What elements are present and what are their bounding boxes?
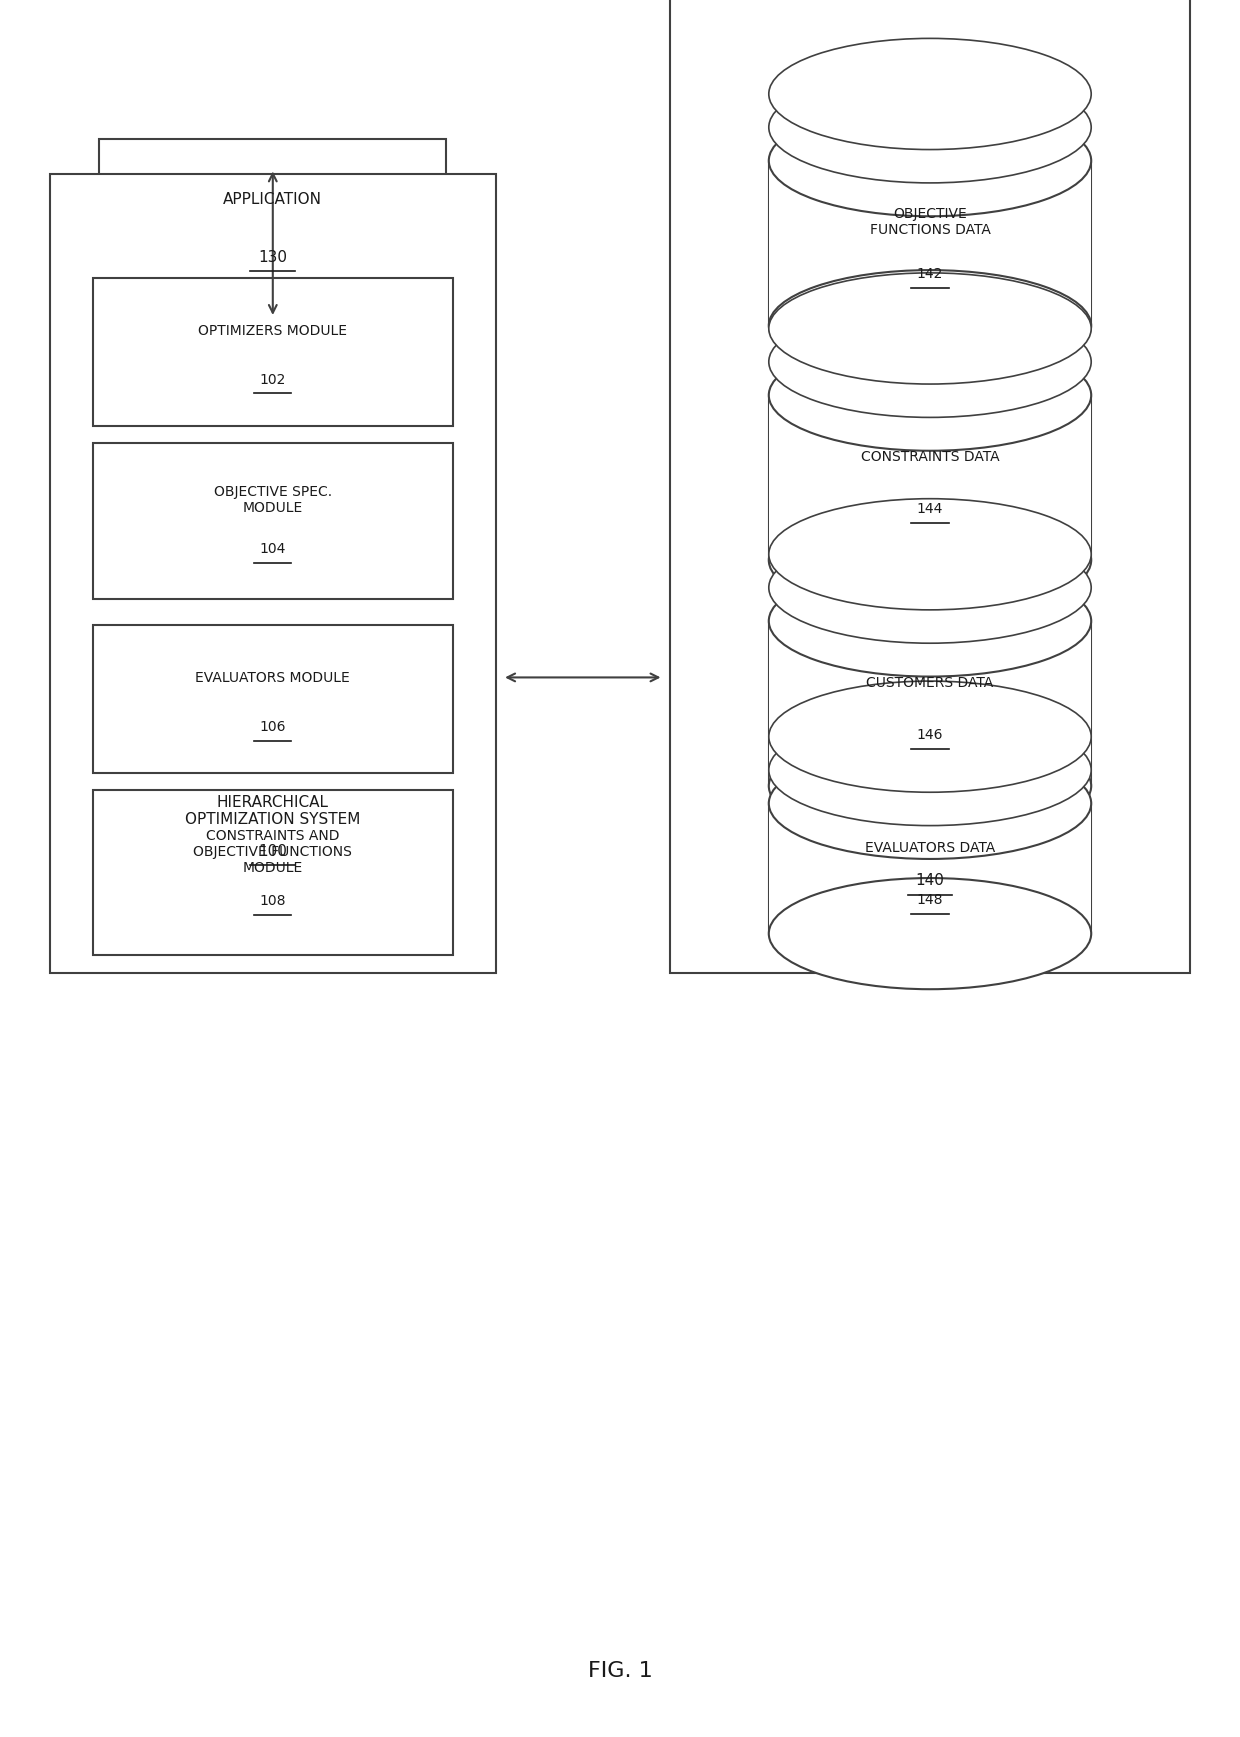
Ellipse shape: [769, 714, 1091, 825]
Ellipse shape: [769, 339, 1091, 450]
Text: EVALUATORS DATA: EVALUATORS DATA: [864, 841, 996, 855]
Ellipse shape: [769, 306, 1091, 417]
Text: CUSTOMERS DATA: CUSTOMERS DATA: [867, 676, 993, 690]
Text: 102: 102: [259, 372, 286, 387]
Text: DATA STORE: DATA STORE: [882, 844, 978, 858]
Text: OBJECTIVE
FUNCTIONS DATA: OBJECTIVE FUNCTIONS DATA: [869, 207, 991, 238]
Text: HIERARCHICAL
OPTIMIZATION SYSTEM: HIERARCHICAL OPTIMIZATION SYSTEM: [185, 796, 361, 827]
Text: OBJECTIVE SPEC.
MODULE: OBJECTIVE SPEC. MODULE: [213, 485, 332, 516]
FancyBboxPatch shape: [769, 620, 1091, 785]
Text: CONSTRAINTS AND
OBJECTIVE FUNCTIONS
MODULE: CONSTRAINTS AND OBJECTIVE FUNCTIONS MODU…: [193, 829, 352, 875]
FancyBboxPatch shape: [769, 802, 1091, 933]
FancyBboxPatch shape: [670, 0, 1190, 973]
FancyBboxPatch shape: [769, 162, 1091, 325]
Text: 146: 146: [916, 728, 944, 742]
Ellipse shape: [769, 681, 1091, 792]
Ellipse shape: [769, 269, 1091, 380]
Ellipse shape: [769, 71, 1091, 182]
Text: CONSTRAINTS DATA: CONSTRAINTS DATA: [861, 450, 999, 464]
Text: 140: 140: [915, 874, 945, 888]
FancyBboxPatch shape: [769, 394, 1091, 559]
Ellipse shape: [769, 532, 1091, 643]
Text: 106: 106: [259, 719, 286, 735]
Ellipse shape: [769, 499, 1091, 610]
Text: FIG. 1: FIG. 1: [588, 1661, 652, 1681]
Ellipse shape: [769, 273, 1091, 384]
FancyBboxPatch shape: [93, 790, 453, 955]
Ellipse shape: [769, 504, 1091, 617]
FancyBboxPatch shape: [50, 174, 496, 973]
FancyBboxPatch shape: [93, 278, 453, 426]
Ellipse shape: [769, 565, 1091, 676]
Text: 104: 104: [259, 542, 286, 556]
Text: EVALUATORS MODULE: EVALUATORS MODULE: [196, 670, 350, 686]
Ellipse shape: [769, 747, 1091, 858]
Text: 100: 100: [258, 844, 288, 858]
Text: OPTIMIZERS MODULE: OPTIMIZERS MODULE: [198, 323, 347, 339]
Text: APPLICATION: APPLICATION: [223, 193, 322, 207]
FancyBboxPatch shape: [99, 139, 446, 313]
Text: 108: 108: [259, 893, 286, 908]
Text: 144: 144: [916, 502, 944, 516]
FancyBboxPatch shape: [93, 625, 453, 773]
Ellipse shape: [769, 38, 1091, 149]
Text: 148: 148: [916, 893, 944, 907]
Text: 130: 130: [258, 250, 288, 264]
Text: 142: 142: [916, 267, 944, 281]
FancyBboxPatch shape: [93, 443, 453, 599]
Ellipse shape: [769, 104, 1091, 217]
Ellipse shape: [769, 730, 1091, 842]
Ellipse shape: [769, 877, 1091, 988]
